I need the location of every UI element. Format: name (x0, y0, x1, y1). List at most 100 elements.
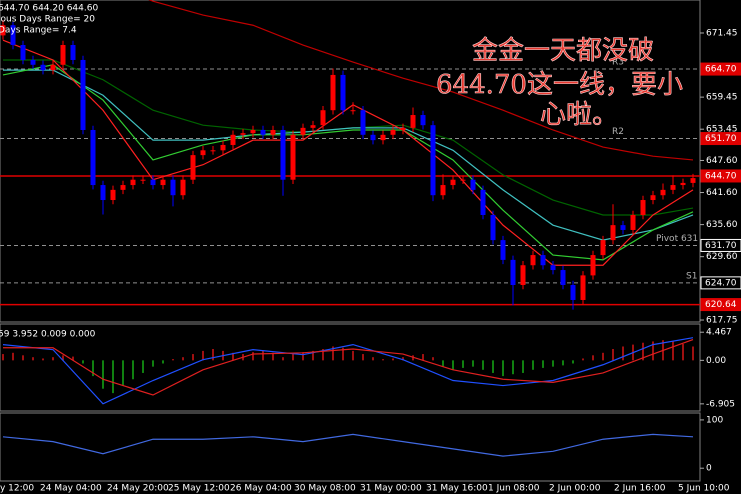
candle-body (560, 270, 566, 286)
level-name: R3 (612, 58, 624, 68)
candle-body (360, 110, 366, 135)
candle-body (90, 129, 96, 186)
macd-histogram-bar (622, 346, 624, 361)
macd-histogram-bar (272, 352, 274, 361)
macd-histogram-bar (202, 350, 204, 361)
macd-histogram-bar (332, 346, 334, 361)
candle-body (450, 179, 456, 186)
legend-text: ious Days Range= 20 (0, 15, 95, 25)
main-plot: R3 R2 Pivot 631 S1 (0, 0, 700, 310)
candle-body (420, 115, 426, 126)
macd-histogram-bar (612, 349, 614, 361)
candle-body (340, 74, 346, 111)
candle-body (50, 64, 56, 71)
macd-histogram-bar (672, 341, 674, 361)
y-tick-label: -6.905 (706, 399, 735, 409)
candle-body (220, 144, 226, 151)
candle-body (400, 127, 406, 130)
indicator-line (3, 338, 694, 396)
candle-body (550, 265, 556, 271)
overlay: 671.45 659.45 653.45 647.60 641.60 635.60 629.… (0, 4, 741, 494)
candle-body (530, 255, 536, 266)
macd-histogram-bar (2, 354, 4, 361)
macd-histogram-bar (192, 354, 194, 361)
y-tick-label: 671.45 (706, 28, 738, 38)
candle-body (20, 45, 26, 60)
candle-body (620, 225, 626, 230)
candle-body (200, 150, 206, 156)
level-price-box (700, 169, 741, 183)
rsi-panel (0, 412, 701, 482)
y-tick-label: 0.00 (706, 356, 726, 366)
level-price-label: 651.70 (705, 134, 737, 144)
annotation: 644.70这一线，要小 (436, 70, 683, 100)
indicator-line (3, 69, 694, 241)
annotation: 金金一天都没破 (472, 36, 654, 66)
y-tick-label: 641.60 (706, 188, 738, 198)
macd-histogram-bar (172, 359, 174, 361)
y-tick-label: 647.60 (706, 156, 738, 166)
x-tick-label: 24 May 20:00 (107, 484, 169, 494)
candle-body (670, 185, 676, 190)
candle-body (260, 129, 266, 135)
candle-body (500, 240, 506, 260)
macd-histogram-bar (382, 359, 384, 361)
candle-body (80, 59, 86, 130)
indicator-line (148, 0, 694, 161)
y-tick-label: 617.75 (706, 316, 738, 326)
candle-body (410, 115, 416, 128)
y-tick-label: 653.45 (706, 125, 738, 135)
macd-histogram-bar (112, 360, 114, 394)
macd-histogram-bar (302, 352, 304, 361)
indicator-line (2, 64, 694, 261)
candle-body (580, 275, 586, 300)
macd-histogram-bar (402, 357, 404, 361)
macd-histogram-bar (502, 360, 504, 377)
y-tick-label: 659.45 (706, 93, 738, 103)
x-tick-label: 26 May 04:00 (230, 484, 292, 494)
candle-body (270, 129, 276, 135)
macd-histogram-bar (542, 360, 544, 368)
candle-body (610, 225, 616, 241)
x-tick-label: 2 Jun 00:00 (549, 484, 601, 494)
indicator-line (2, 433, 694, 457)
candle-body (540, 255, 546, 266)
macd-histogram-bar (162, 360, 164, 364)
x-tick-label: 25 May 12:00 (168, 484, 230, 494)
candle-body (30, 59, 36, 65)
macd-histogram-bar (22, 355, 24, 361)
macd-histogram-bar (362, 354, 364, 361)
candle-body (690, 178, 696, 183)
candle-body (330, 74, 336, 111)
candle-body (120, 185, 126, 190)
macd-histogram-bar (142, 360, 144, 373)
macd-histogram-bar (372, 357, 374, 361)
level-price-box (700, 298, 741, 312)
macd-histogram-bar (642, 342, 644, 361)
candle-body (150, 179, 156, 186)
macd-histogram-bar (92, 360, 94, 377)
macd-histogram-bar (262, 350, 264, 361)
candle-body (650, 195, 656, 201)
candle-body (480, 189, 486, 215)
candle-body (0, 25, 6, 36)
indicator-line (2, 337, 694, 405)
candle-body (460, 179, 466, 181)
x-tick-label: 2 Jun 16:00 (614, 484, 666, 494)
candle-body (520, 265, 526, 286)
macd-histogram-bar (652, 341, 654, 361)
candle-body (300, 127, 306, 135)
macd-histogram-bar (472, 360, 474, 367)
macd-histogram-bar (572, 360, 574, 364)
candle-body (350, 110, 356, 112)
level-price-label: 624.70 (705, 278, 737, 288)
candle-body (140, 179, 146, 181)
macd-histogram-bar (552, 360, 554, 367)
candle-body (170, 179, 176, 196)
macd-histogram-bar (512, 360, 514, 375)
macd-histogram-bar (132, 360, 134, 380)
x-tick-label: 31 May 16:00 (426, 484, 488, 494)
macd-histogram-bar (432, 357, 434, 361)
candle-body (660, 189, 666, 196)
